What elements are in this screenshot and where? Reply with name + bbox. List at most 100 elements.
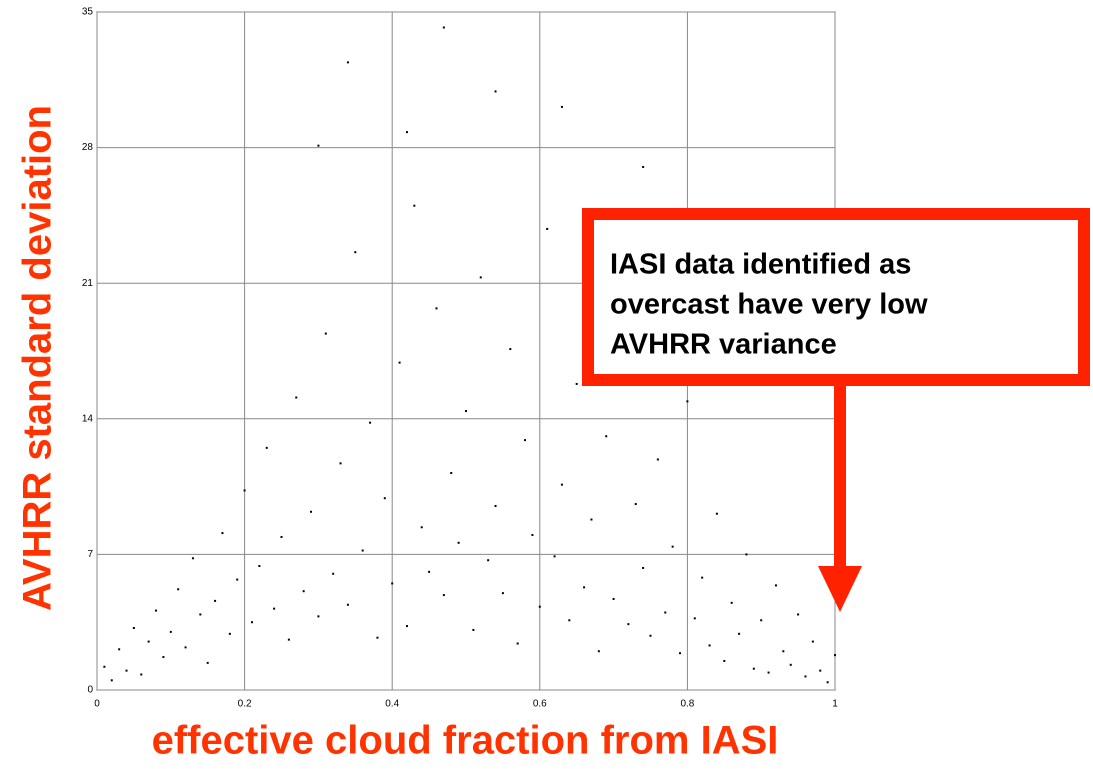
annotation-box [582, 208, 1090, 386]
scatter-point [671, 545, 674, 548]
scatter-point [597, 650, 600, 653]
scatter-point [708, 644, 711, 647]
scatter-point [560, 105, 563, 108]
scatter-point [103, 665, 106, 668]
scatter-point [442, 594, 445, 597]
scatter-point [214, 599, 217, 602]
scatter-point [516, 642, 519, 645]
scatter-point [177, 588, 180, 591]
scatter-point [701, 576, 704, 579]
scatter-point [738, 632, 741, 635]
y-tick-label: 14 [82, 413, 94, 424]
scatter-point [590, 518, 593, 521]
scatter-point [634, 503, 637, 506]
scatter-point [221, 532, 224, 535]
scatter-point [317, 615, 320, 618]
scatter-point [391, 582, 394, 585]
scatter-point [509, 348, 512, 351]
scatter-point [494, 90, 497, 93]
scatter-point [199, 613, 202, 616]
scatter-point [575, 382, 578, 385]
scatter-point [228, 632, 231, 635]
y-tick-label: 35 [82, 7, 94, 18]
scatter-point [110, 679, 113, 682]
scatter-point [723, 659, 726, 662]
scatter-point [538, 605, 541, 608]
scatter-point [280, 535, 283, 538]
scatter-point [125, 669, 128, 672]
scatter-point [560, 483, 563, 486]
scatter-point [546, 227, 549, 230]
scatter-point [656, 458, 659, 461]
scatter-point [162, 656, 165, 659]
scatter-point [206, 661, 209, 664]
scatter-point [169, 630, 172, 633]
scatter-point [405, 131, 408, 134]
scatter-point [767, 671, 770, 674]
scatter-point [369, 421, 372, 424]
scatter-point [686, 400, 689, 403]
scatter-point [797, 613, 800, 616]
scatter-point [310, 510, 313, 513]
scatter-point [472, 628, 475, 631]
scatter-point [191, 557, 194, 560]
scatter-point [118, 648, 121, 651]
scatter-point [435, 307, 438, 310]
scatter-point [583, 586, 586, 589]
scatter-point [258, 565, 261, 568]
scatter-point [664, 611, 667, 614]
scatter-point [243, 489, 246, 492]
annotation-text: IASI data identified as [610, 249, 911, 281]
scatter-point [494, 504, 497, 507]
scatter-point [789, 663, 792, 666]
scatter-point [612, 597, 615, 600]
scatter-point [760, 619, 763, 622]
scatter-point [524, 439, 527, 442]
x-tick-label: 0.4 [385, 699, 399, 710]
scatter-point [605, 435, 608, 438]
y-axis-label: AVHRR standard deviation [16, 105, 60, 611]
scatter-point [132, 627, 135, 630]
annotation-text: AVHRR variance [610, 329, 837, 361]
scatter-point [649, 634, 652, 637]
x-tick-label: 0.6 [533, 699, 547, 710]
x-tick-label: 0 [94, 699, 100, 710]
scatter-point [147, 640, 150, 643]
scatter-point [553, 555, 556, 558]
scatter-point [332, 572, 335, 575]
x-tick-label: 0.8 [680, 699, 694, 710]
scatter-point [715, 512, 718, 515]
scatter-point [442, 26, 445, 29]
scatter-point [782, 650, 785, 653]
scatter-point [479, 276, 482, 279]
scatter-point [302, 590, 305, 593]
scatter-point [465, 410, 467, 413]
scatter-point [346, 61, 349, 64]
scatter-point [627, 623, 630, 626]
scatter-point [804, 675, 807, 678]
y-tick-label: 28 [82, 142, 94, 153]
y-tick-label: 21 [82, 278, 94, 289]
annotation-text: overcast have very low [610, 289, 928, 321]
scatter-point [774, 584, 777, 587]
scatter-point [457, 541, 460, 544]
scatter-point [361, 549, 364, 552]
scatter-point [287, 638, 290, 641]
scatter-point [346, 603, 349, 606]
scatter-point [324, 332, 327, 335]
scatter-point [354, 251, 357, 254]
scatter-point [531, 534, 534, 537]
scatter-point [317, 144, 320, 147]
y-tick-label: 7 [87, 549, 93, 560]
scatter-point [642, 165, 645, 168]
scatter-point [376, 636, 379, 639]
scatter-point [295, 396, 298, 399]
scatter-point [413, 204, 416, 207]
scatter-point [140, 673, 143, 676]
y-tick-label: 0 [87, 685, 93, 696]
arrow-head [818, 566, 862, 612]
scatter-point [752, 667, 755, 670]
scatter-point [405, 625, 408, 628]
scatter-point [428, 570, 431, 573]
